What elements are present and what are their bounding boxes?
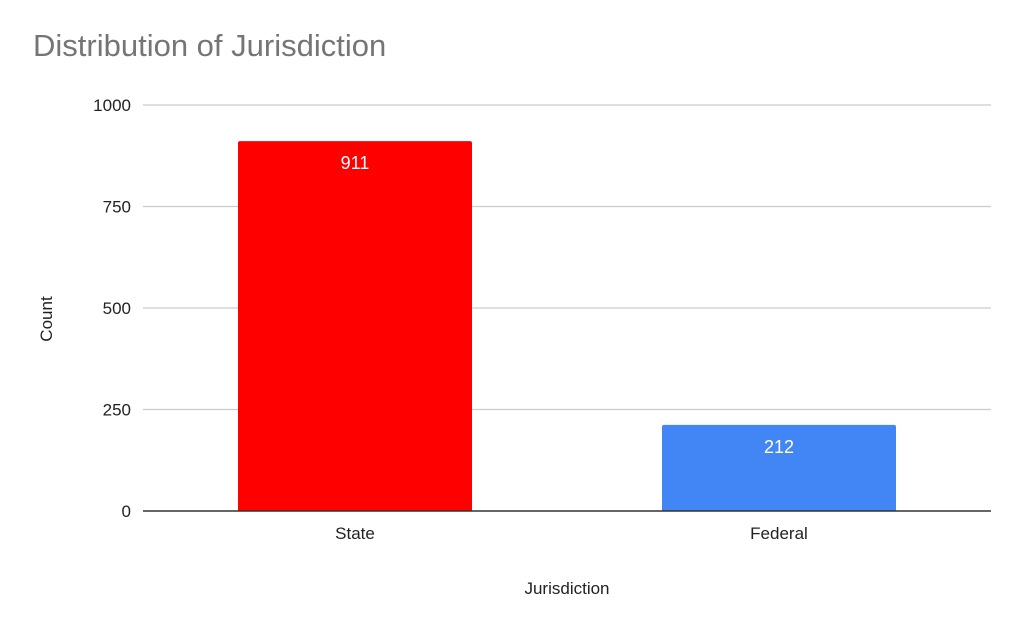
y-tick-label: 1000 — [93, 96, 131, 115]
y-axis-ticks: 0 250 500 750 1000 — [93, 96, 131, 521]
bars: 911 212 — [238, 141, 896, 511]
x-axis-ticks: State Federal — [335, 524, 808, 543]
data-label-federal: 212 — [764, 437, 794, 457]
y-tick-label: 250 — [103, 401, 131, 420]
y-tick-label: 500 — [103, 299, 131, 318]
x-axis-label: Jurisdiction — [524, 579, 609, 598]
chart-title: Distribution of Jurisdiction — [33, 28, 387, 63]
data-label-state: 911 — [341, 153, 370, 173]
x-tick-label: State — [335, 524, 375, 543]
x-tick-label: Federal — [750, 524, 808, 543]
bar-federal — [662, 424, 896, 511]
y-tick-label: 0 — [122, 502, 131, 521]
y-tick-label: 750 — [103, 198, 131, 217]
bar-state — [238, 141, 472, 511]
y-axis-label: Count — [37, 296, 56, 342]
